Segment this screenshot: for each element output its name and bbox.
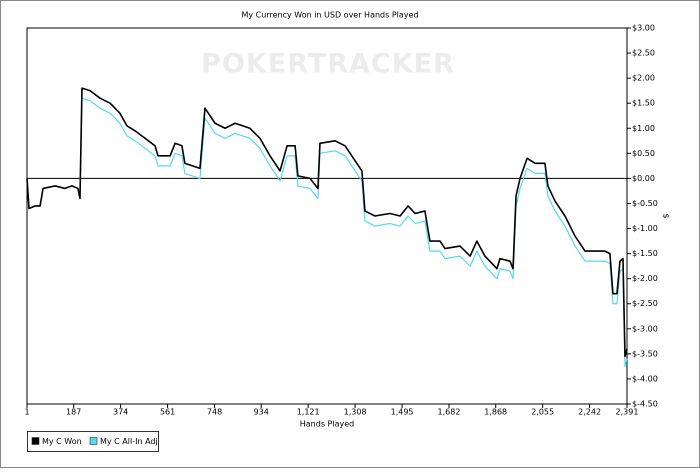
x-tick-label: 1,121 — [297, 408, 320, 417]
y-tick-label: $2.00 — [632, 74, 655, 83]
plot-border — [26, 27, 628, 405]
y-tick-label: $-0.50 — [632, 199, 658, 208]
y-tick-label: $3.00 — [632, 24, 655, 33]
x-tick-label: 1,308 — [344, 408, 367, 417]
x-tick-label: 1 — [24, 408, 29, 417]
y-tick-label: $0.50 — [632, 149, 655, 158]
x-tick-label: 934 — [254, 408, 269, 417]
x-tick-label: 561 — [160, 408, 175, 417]
legend-swatch — [31, 437, 40, 445]
y-tick-label: $-2.50 — [632, 299, 658, 308]
y-tick-label: $1.00 — [632, 124, 655, 133]
x-tick-label: 1,682 — [438, 408, 461, 417]
watermark: POKERTRACKER — [201, 49, 455, 80]
y-tick-label: $-1.50 — [632, 249, 658, 258]
y-tick-label: $-2.00 — [632, 274, 658, 283]
x-tick-label: 2,391 — [616, 408, 639, 417]
x-tick-label: 2,055 — [531, 408, 554, 417]
legend-swatch — [89, 437, 98, 445]
legend-label: My C All-In Adj — [100, 437, 158, 446]
y-tick-label: $-4.50 — [632, 400, 658, 409]
y-tick-label: $-3.00 — [632, 324, 658, 333]
x-tick-label: 1,495 — [391, 408, 414, 417]
series-line — [26, 97, 628, 367]
x-axis-label: Hands Played — [300, 420, 354, 429]
x-tick-label: 374 — [113, 408, 128, 417]
x-tick-label: 748 — [207, 408, 222, 417]
y-tick-label: $2.50 — [632, 49, 655, 58]
y-axis-label: $ — [662, 213, 671, 218]
y-tick-label: $-1.00 — [632, 224, 658, 233]
y-tick-label: $1.50 — [632, 99, 655, 108]
y-tick-label: $-3.50 — [632, 349, 658, 358]
y-tick-label: $0.00 — [632, 174, 655, 183]
x-tick-label: 2,242 — [578, 408, 601, 417]
legend-label: My C Won — [42, 437, 82, 446]
y-tick-label: $-4.00 — [632, 374, 658, 383]
x-tick-label: 187 — [66, 408, 81, 417]
x-tick-label: 1,868 — [484, 408, 507, 417]
chart-title: My Currency Won in USD over Hands Played — [241, 11, 418, 20]
series-line — [26, 87, 628, 358]
